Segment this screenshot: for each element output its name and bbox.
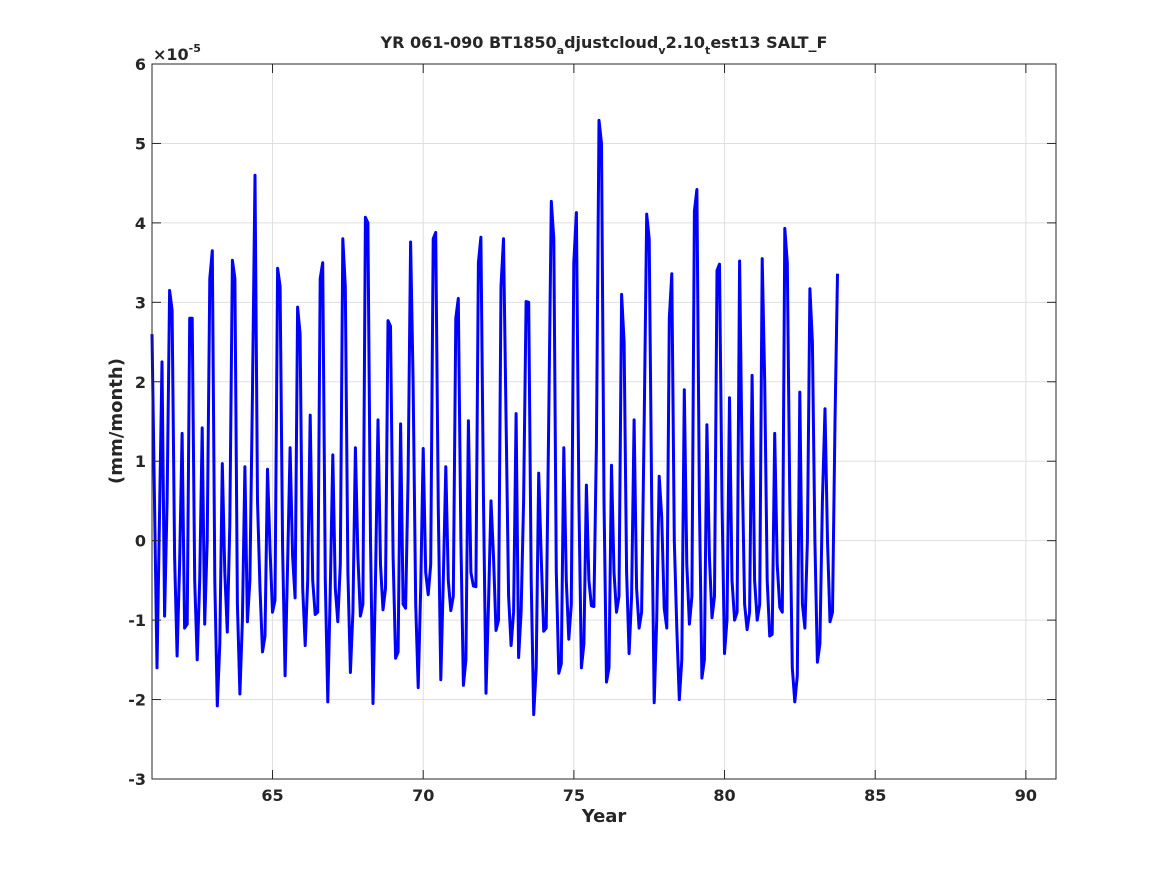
y-exponent-power: -5 [189, 42, 201, 55]
x-tick-labels: 65 70 75 80 85 90 [261, 786, 1037, 805]
x-tick-label: 65 [261, 786, 283, 805]
y-tick-label: 4 [135, 214, 146, 233]
chart-title-subscript: a [557, 44, 564, 57]
x-axis-label: Year [581, 806, 627, 827]
x-tick-label: 75 [563, 786, 585, 805]
plot-area: 65 70 75 80 85 90 -3 -2 -1 0 1 2 3 4 5 6 [128, 55, 1057, 805]
x-tick-label: 85 [864, 786, 886, 805]
chart-title: YR 061-090 BT1850adjustcloudv2.10test13 … [380, 33, 828, 57]
chart-title-subscript: t [705, 44, 710, 57]
y-tick-label: -1 [128, 611, 146, 630]
x-tick-label: 90 [1015, 786, 1037, 805]
series-layer [150, 118, 839, 717]
tick-marks [152, 63, 1056, 780]
y-tick-label: -2 [128, 691, 146, 710]
axes-box [151, 63, 1057, 780]
y-tick-label: 5 [135, 134, 146, 153]
chart-title-subscript: v [658, 44, 666, 57]
x-tick-label: 70 [412, 786, 434, 805]
y-tick-label: 0 [135, 532, 146, 551]
y-tick-label: 6 [135, 55, 146, 74]
y-exponent-label: ×10-5 [153, 42, 201, 64]
chart-title-part: djustcloud [564, 33, 658, 52]
chart-title-part: YR 061-090 BT1850 [380, 33, 557, 52]
chart-title-part: 2.10 [666, 33, 705, 52]
y-tick-label: 3 [135, 293, 146, 312]
series-line [150, 118, 839, 717]
y-tick-label: 1 [135, 452, 146, 471]
x-tick-label: 80 [713, 786, 735, 805]
y-tick-label: 2 [135, 373, 146, 392]
chart-title-part: est13 SALT_F [710, 33, 827, 52]
y-tick-label: -3 [128, 770, 146, 789]
y-axis-label: (mm/month) [106, 358, 127, 484]
y-tick-labels: -3 -2 -1 0 1 2 3 4 5 6 [128, 55, 146, 789]
y-exponent-base: ×10 [153, 45, 189, 64]
